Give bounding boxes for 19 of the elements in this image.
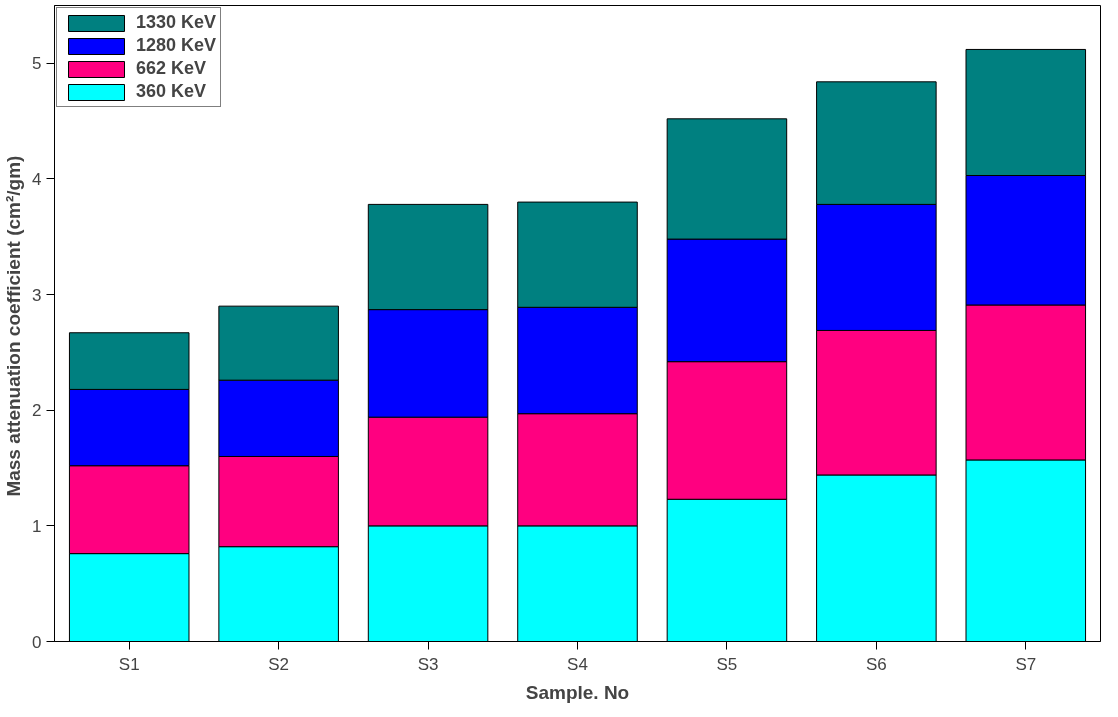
y-tick-label: 4 bbox=[32, 169, 42, 189]
legend-label: 662 KeV bbox=[136, 58, 207, 79]
x-tick-label: S6 bbox=[865, 654, 887, 674]
y-tick-label: 2 bbox=[32, 401, 42, 421]
y-tick-label: 5 bbox=[32, 54, 42, 74]
legend-label: 360 KeV bbox=[136, 81, 207, 102]
y-tick-label: 3 bbox=[32, 285, 42, 305]
x-tick-label: S7 bbox=[1015, 654, 1037, 674]
legend-label: 1280 KeV bbox=[136, 35, 217, 56]
y-tick-label: 1 bbox=[32, 516, 42, 536]
x-tick-label: S4 bbox=[567, 654, 588, 674]
x-tick-label: S5 bbox=[716, 654, 738, 674]
legend-label: 1330 KeV bbox=[136, 12, 217, 33]
x-tick-label: S1 bbox=[118, 654, 140, 674]
y-tick-label: 0 bbox=[32, 632, 42, 652]
x-axis-title: Sample. No bbox=[525, 681, 630, 703]
x-tick-label: S2 bbox=[268, 654, 290, 674]
y-axis-title: Mass attenuation coefficient (cm²/gm) bbox=[3, 155, 25, 497]
x-tick-label: S3 bbox=[417, 654, 439, 674]
